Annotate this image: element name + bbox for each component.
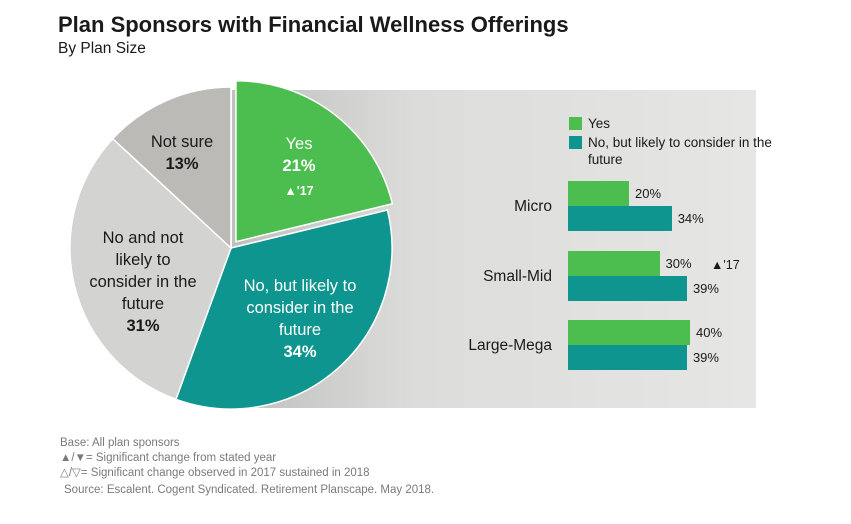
bar-small-mid-yes xyxy=(568,251,660,276)
legend-item-yes: Yes xyxy=(569,115,778,132)
pie-label-no-but-likely-pct: 34% xyxy=(283,343,317,361)
pie-slice-no-not-likely xyxy=(69,137,232,401)
legend-swatch-yes xyxy=(569,117,582,130)
bar-large-mega-no-but-likely xyxy=(568,345,687,370)
bar-value-large-mega-yes: 40% xyxy=(696,325,723,340)
pie-slice-no-but-likely xyxy=(174,209,393,410)
footer-note-sustained: △/▽= Significant change observed in 2017… xyxy=(60,467,370,479)
small-mid-change-note: ▲'17 xyxy=(711,258,740,272)
chart-title: Plan Sponsors with Financial Wellness Of… xyxy=(58,12,569,37)
legend-label-no-but-likely: No, but likely to consider in the future xyxy=(588,135,772,167)
pie-label-no-not-likely-text: No and not likely to consider in the fut… xyxy=(89,229,197,313)
pie-label-yes: Yes 21% ▲'17 xyxy=(240,133,358,202)
category-label-small-mid: Small-Mid xyxy=(483,268,552,285)
footer-notes: Base: All plan sponsors ▲/▼= Significant… xyxy=(60,436,434,498)
footer-note-significant: ▲/▼= Significant change from stated year xyxy=(60,452,277,464)
pie-label-not-sure-text: Not sure xyxy=(150,133,214,151)
pie-label-no-not-likely: No and not likely to consider in the fut… xyxy=(84,227,202,337)
pie-slice-yes xyxy=(235,79,394,243)
bar-value-small-mid-no-but-likely: 39% xyxy=(692,281,719,296)
pie-label-yes-pct: 21% xyxy=(282,157,316,175)
bar-value-micro-yes: 20% xyxy=(635,186,662,201)
bar-micro-no-but-likely xyxy=(568,206,672,231)
bar-large-mega-yes xyxy=(568,320,690,345)
pie-label-not-sure: Not sure 13% xyxy=(130,131,234,175)
bar-value-small-mid-yes: 30% xyxy=(665,256,692,271)
footer-base: Base: All plan sponsors xyxy=(60,437,180,449)
legend-item-no-but-likely: No, but likely to consider in the future xyxy=(569,134,778,168)
bar-micro-yes xyxy=(568,181,629,206)
bar-legend: Yes No, but likely to consider in the fu… xyxy=(569,115,778,170)
footer-source: Source: Escalent. Cogent Syndicated. Ret… xyxy=(64,484,435,496)
bar-value-micro-no-but-likely: 34% xyxy=(677,211,704,226)
legend-label-yes: Yes xyxy=(588,116,611,131)
chart-subtitle: By Plan Size xyxy=(58,40,146,57)
pie-label-no-but-likely-text: No, but likely to consider in the future xyxy=(243,277,357,339)
category-label-large-mega: Large-Mega xyxy=(468,337,552,354)
pie-label-yes-change-note: ▲'17 xyxy=(284,184,314,198)
pie-label-no-not-likely-pct: 31% xyxy=(126,317,160,335)
bar-small-mid-no-but-likely xyxy=(568,276,687,301)
pie-label-not-sure-pct: 13% xyxy=(165,155,199,173)
category-label-micro: Micro xyxy=(514,198,552,215)
bar-value-large-mega-no-but-likely: 39% xyxy=(692,350,719,365)
pie-label-yes-text: Yes xyxy=(285,135,313,153)
pie-slice-not-sure xyxy=(111,86,232,250)
legend-swatch-no-but-likely xyxy=(569,136,582,149)
pie-label-no-but-likely: No, but likely to consider in the future… xyxy=(236,275,364,363)
